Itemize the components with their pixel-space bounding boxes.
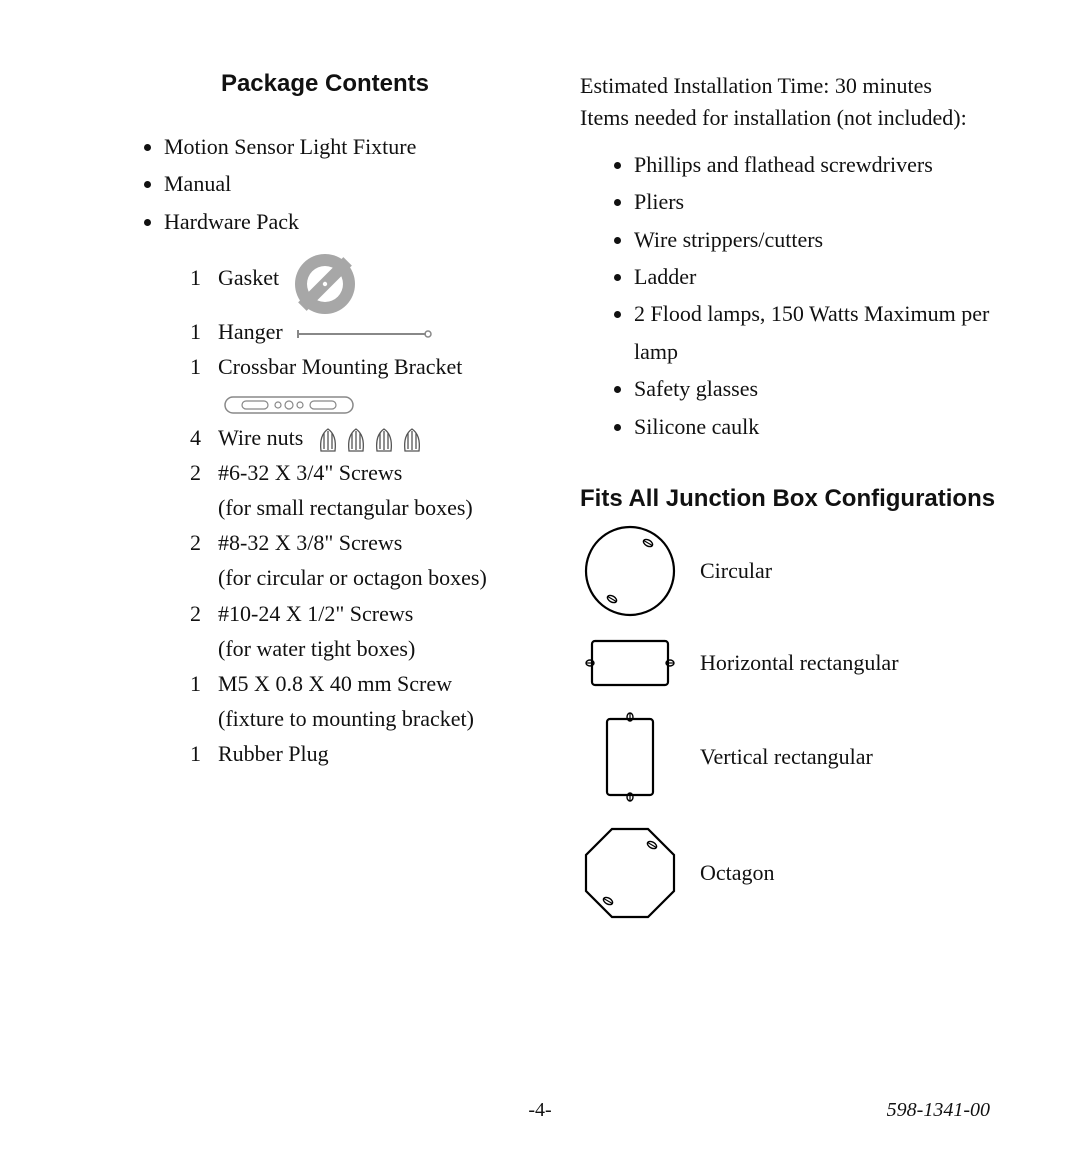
hardware-list: 1 Gasket (164, 246, 540, 771)
hardware-label: M5 X 0.8 X 40 mm Screw (218, 666, 540, 701)
octagon-box-icon (580, 823, 680, 923)
vertical-rect-box-icon (580, 707, 680, 807)
junction-box-row: Horizontal rectangular (580, 635, 1010, 691)
left-column: Package Contents Motion Sensor Light Fix… (110, 70, 540, 939)
list-item-label: Manual (164, 171, 231, 196)
hardware-sublabel: (fixture to mounting bracket) (164, 701, 540, 736)
hardware-label-text: Gasket (218, 265, 279, 290)
junction-box-row: Octagon (580, 823, 1010, 923)
hardware-row: 1 Rubber Plug (164, 736, 540, 771)
junction-box-list: Circular Horizontal rectangular (580, 523, 1010, 923)
hardware-sublabel: (for water tight boxes) (164, 631, 540, 666)
list-item: Safety glasses (634, 370, 1010, 407)
hardware-row: 2 #8-32 X 3/8" Screws (164, 525, 540, 560)
junction-box-label: Horizontal rectangular (700, 650, 899, 676)
hardware-row: 1 Hanger (164, 314, 540, 349)
hardware-qty: 1 (190, 260, 218, 295)
hardware-row: 4 Wire nuts (164, 420, 540, 455)
wirenuts-icon (315, 425, 425, 455)
page: Package Contents Motion Sensor Light Fix… (0, 0, 1080, 1171)
hardware-label: #8-32 X 3/8" Screws (218, 525, 540, 560)
list-item: Silicone caulk (634, 408, 1010, 445)
junction-box-label: Circular (700, 558, 772, 584)
hardware-label: #6-32 X 3/4" Screws (218, 455, 540, 490)
junction-box-label: Vertical rectangular (700, 744, 873, 770)
hardware-label: Wire nuts (218, 420, 540, 455)
list-item: Wire strippers/cutters (634, 221, 1010, 258)
circular-box-icon (580, 523, 680, 619)
hardware-label-text: Wire nuts (218, 425, 303, 450)
hardware-qty: 2 (190, 455, 218, 490)
hardware-qty: 2 (190, 525, 218, 560)
hardware-qty: 1 (190, 736, 218, 771)
list-item: Hardware Pack 1 Gasket (164, 203, 540, 772)
hardware-row: 1 M5 X 0.8 X 40 mm Screw (164, 666, 540, 701)
junction-box-row: Circular (580, 523, 1010, 619)
list-item-label: Motion Sensor Light Fixture (164, 134, 416, 159)
columns: Package Contents Motion Sensor Light Fix… (110, 70, 1010, 939)
list-item: Ladder (634, 258, 1010, 295)
hardware-sublabel: (for small rectangular boxes) (164, 490, 540, 525)
hardware-label: Crossbar Mounting Bracket (218, 349, 540, 419)
list-item-label: Hardware Pack (164, 209, 299, 234)
package-contents-heading: Package Contents (110, 70, 540, 98)
hardware-label-text: Hanger (218, 319, 283, 344)
list-item: Phillips and flathead screwdrivers (634, 146, 1010, 183)
hardware-qty: 1 (190, 349, 218, 384)
list-item: Manual (164, 165, 540, 202)
list-item: Pliers (634, 183, 1010, 220)
hardware-label: Gasket (218, 246, 540, 314)
hardware-row: 1 Gasket (164, 246, 540, 314)
intro-line: Items needed for installation (not inclu… (580, 102, 1010, 134)
list-item: Motion Sensor Light Fixture (164, 128, 540, 165)
hanger-icon (294, 328, 434, 340)
hardware-label: Hanger (218, 314, 540, 349)
hardware-row: 2 #10-24 X 1/2" Screws (164, 596, 540, 631)
hardware-label-text: Crossbar Mounting Bracket (218, 354, 462, 379)
hardware-qty: 1 (190, 314, 218, 349)
hardware-sublabel: (for circular or octagon boxes) (164, 560, 540, 595)
horizontal-rect-box-icon (580, 635, 680, 691)
junction-box-label: Octagon (700, 860, 775, 886)
junction-box-heading: Fits All Junction Box Configurations (580, 485, 1010, 513)
package-contents-list: Motion Sensor Light Fixture Manual Hardw… (110, 128, 540, 772)
document-number: 598-1341-00 (887, 1099, 990, 1122)
right-column: Estimated Installation Time: 30 minutes … (580, 70, 1010, 939)
needed-items-list: Phillips and flathead screwdrivers Plier… (580, 146, 1010, 445)
list-item: 2 Flood lamps, 150 Watts Maximum per lam… (634, 295, 1010, 370)
gasket-icon (291, 250, 359, 318)
hardware-row: 2 #6-32 X 3/4" Screws (164, 455, 540, 490)
crossbar-icon (224, 394, 354, 416)
hardware-label: Rubber Plug (218, 736, 540, 771)
hardware-row: 1 Crossbar Mounting Bracket (164, 349, 540, 419)
hardware-label: #10-24 X 1/2" Screws (218, 596, 540, 631)
hardware-qty: 4 (190, 420, 218, 455)
intro-line: Estimated Installation Time: 30 minutes (580, 70, 1010, 102)
hardware-qty: 2 (190, 596, 218, 631)
junction-box-row: Vertical rectangular (580, 707, 1010, 807)
hardware-qty: 1 (190, 666, 218, 701)
